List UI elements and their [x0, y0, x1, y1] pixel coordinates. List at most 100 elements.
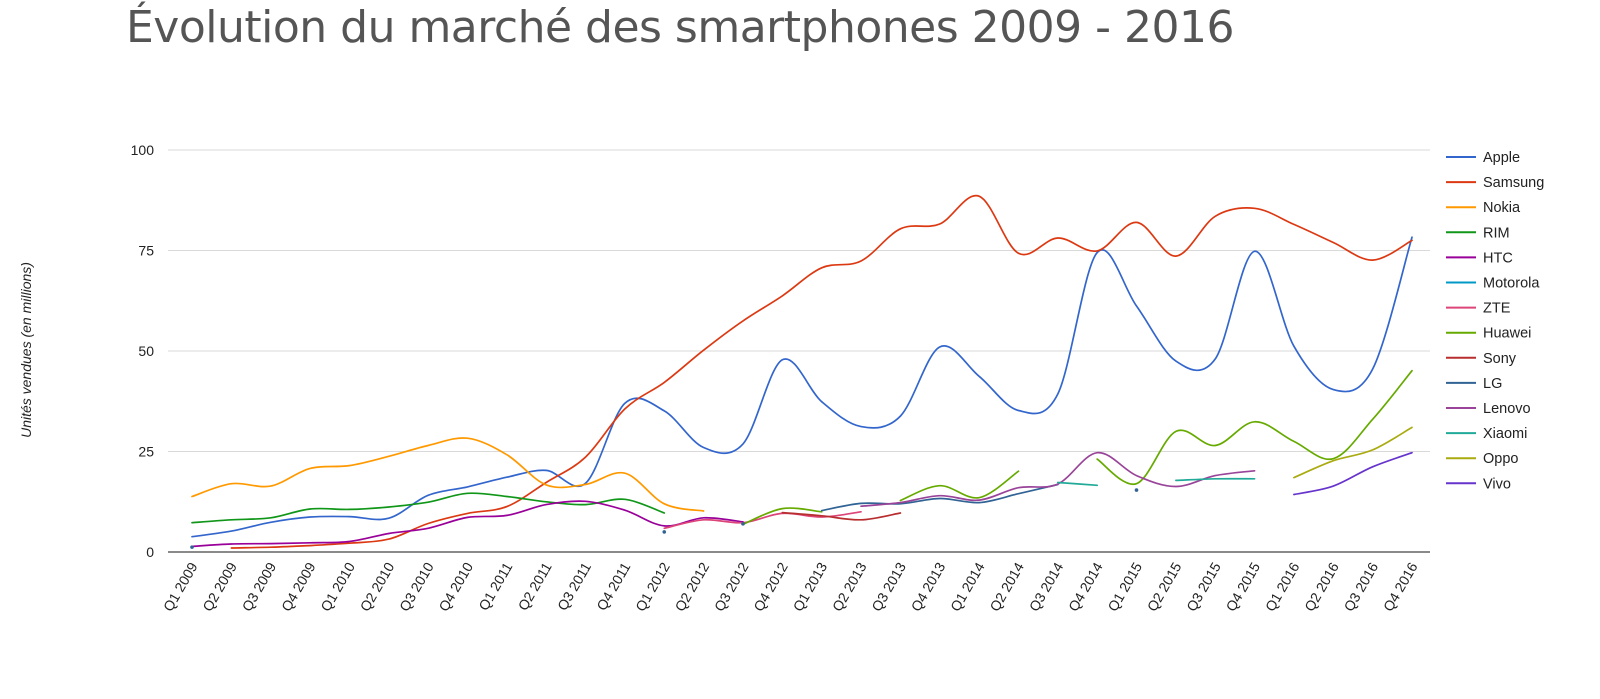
legend-label-rim: RIM — [1483, 225, 1510, 241]
series-lg — [190, 483, 1139, 549]
x-tick-label: Q2 2013 — [829, 559, 870, 614]
line-apple — [191, 236, 1413, 538]
legend-item-rim: RIM — [1446, 225, 1510, 241]
x-tick-label: Q3 2009 — [239, 559, 280, 614]
series-huawei — [742, 369, 1413, 526]
x-tick-label: Q4 2015 — [1222, 559, 1263, 614]
legend-item-htc: HTC — [1446, 250, 1513, 266]
x-tick-label: Q1 2015 — [1104, 559, 1145, 614]
series-xiaomi — [1056, 477, 1256, 487]
y-tick-label: 50 — [138, 343, 154, 359]
series-vivo — [1293, 451, 1413, 496]
line-huawei — [742, 507, 823, 526]
x-tick-label: Q2 2016 — [1301, 559, 1342, 614]
x-tick-label: Q1 2016 — [1262, 559, 1303, 614]
x-tick-label: Q2 2012 — [671, 559, 712, 614]
line-sony — [781, 511, 902, 521]
legend-label-lg: LG — [1483, 376, 1502, 392]
line-lenovo — [860, 451, 1256, 508]
plot-area — [190, 194, 1413, 549]
line-huawei — [1096, 369, 1413, 485]
x-tick-label: Q3 2014 — [1026, 559, 1067, 614]
x-tick-label: Q3 2012 — [711, 559, 752, 614]
x-tick-label: Q4 2012 — [750, 559, 791, 614]
legend-label-zte: ZTE — [1483, 301, 1511, 317]
legend-label-apple: Apple — [1483, 150, 1520, 166]
x-tick-label: Q1 2010 — [317, 559, 358, 614]
x-tick-label: Q1 2014 — [947, 559, 988, 614]
line-samsung — [230, 194, 1413, 549]
legend-label-xiaomi: Xiaomi — [1483, 426, 1527, 442]
x-tick-label: Q4 2014 — [1065, 559, 1106, 614]
line-xiaomi — [1056, 481, 1099, 487]
line-vivo — [1293, 451, 1413, 496]
series-nokia — [191, 437, 705, 512]
y-axis-ticks: 0 25 50 75 100 — [131, 142, 155, 560]
series-sony — [781, 511, 902, 521]
legend-item-lenovo: Lenovo — [1446, 401, 1531, 417]
x-tick-label: Q3 2013 — [868, 559, 909, 614]
x-tick-label: Q2 2009 — [199, 559, 240, 614]
legend-item-motorola: Motorola — [1446, 276, 1540, 292]
x-tick-label: Q1 2013 — [790, 559, 831, 614]
series-lenovo — [860, 451, 1256, 508]
x-tick-label: Q2 2015 — [1144, 559, 1185, 614]
y-axis-title: Unités vendues (en millions) — [18, 262, 34, 438]
line-nokia — [191, 437, 705, 512]
legend-item-huawei: Huawei — [1446, 326, 1531, 342]
legend-label-lenovo: Lenovo — [1483, 401, 1531, 417]
legend-item-lg: LG — [1446, 376, 1502, 392]
line-oppo — [1293, 426, 1413, 479]
point-lg — [662, 530, 667, 534]
legend-label-samsung: Samsung — [1483, 175, 1544, 191]
line-rim — [191, 492, 666, 524]
line-xiaomi — [1175, 477, 1256, 482]
point-lg — [190, 545, 194, 549]
legend-item-zte: ZTE — [1446, 301, 1511, 317]
x-tick-label: Q3 2016 — [1341, 559, 1382, 614]
legend-label-sony: Sony — [1483, 351, 1517, 367]
line-lg — [820, 483, 1059, 512]
legend-item-apple: Apple — [1446, 150, 1520, 166]
series-samsung — [230, 194, 1413, 549]
y-tick-label: 0 — [146, 544, 154, 560]
line-htc — [191, 500, 744, 548]
point-lg — [741, 522, 745, 526]
chart-title: Évolution du marché des smartphones 2009… — [126, 2, 1234, 53]
x-tick-label: Q3 2010 — [396, 559, 437, 614]
x-tick-label: Q2 2010 — [357, 559, 398, 614]
x-tick-label: Q3 2015 — [1183, 559, 1224, 614]
legend-label-nokia: Nokia — [1483, 200, 1521, 216]
x-tick-label: Q2 2011 — [515, 559, 555, 613]
x-tick-label: Q4 2009 — [278, 559, 319, 614]
legend-item-oppo: Oppo — [1446, 451, 1518, 467]
point-lg — [1134, 488, 1139, 492]
x-tick-label: Q3 2011 — [554, 559, 594, 613]
legend: Apple Samsung Nokia RIM HTC Motorola ZTE Huawei… — [1446, 150, 1544, 492]
legend-item-samsung: Samsung — [1446, 175, 1544, 191]
x-tick-label: Q1 2011 — [475, 559, 515, 613]
legend-label-htc: HTC — [1483, 250, 1513, 266]
y-tick-label: 100 — [131, 142, 155, 158]
legend-label-oppo: Oppo — [1483, 451, 1518, 467]
series-oppo — [1293, 426, 1413, 479]
legend-label-vivo: Vivo — [1483, 476, 1511, 492]
line-huawei — [899, 470, 1020, 502]
legend-label-motorola: Motorola — [1483, 276, 1540, 292]
series-rim — [191, 492, 666, 524]
series-htc — [191, 500, 744, 548]
gridlines — [168, 149, 1430, 553]
x-tick-label: Q4 2016 — [1380, 559, 1421, 614]
legend-item-nokia: Nokia — [1446, 200, 1521, 216]
x-tick-label: Q4 2013 — [908, 559, 949, 614]
x-tick-label: Q1 2012 — [632, 559, 673, 614]
legend-label-huawei: Huawei — [1483, 326, 1531, 342]
y-tick-label: 75 — [138, 243, 154, 259]
x-tick-label: Q2 2014 — [986, 559, 1027, 614]
y-tick-label: 25 — [138, 444, 154, 460]
legend-item-vivo: Vivo — [1446, 476, 1511, 492]
x-tick-label: Q4 2010 — [435, 559, 476, 614]
legend-item-sony: Sony — [1446, 351, 1517, 367]
